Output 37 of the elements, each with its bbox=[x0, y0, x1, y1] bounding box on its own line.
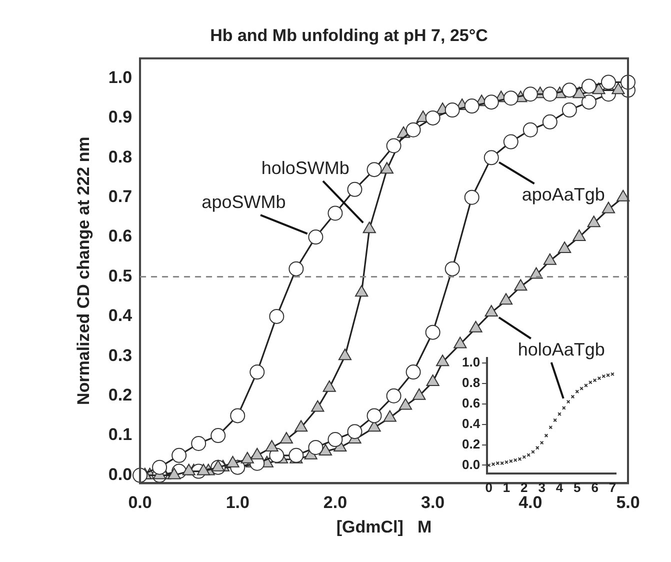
x-tick-label: 2 bbox=[520, 480, 528, 495]
annotation: holoSWMb bbox=[261, 158, 350, 178]
x-tick-label: 2.0 bbox=[323, 493, 348, 512]
x-axis-title: [GdmCl] M bbox=[336, 517, 432, 536]
y-tick-label: 0.7 bbox=[108, 187, 132, 206]
annotation: apoAaTgb bbox=[522, 184, 605, 205]
y-tick-label: 0.4 bbox=[108, 306, 133, 326]
x-tick-label: 5.0 bbox=[616, 493, 640, 512]
y-tick-label: 0.8 bbox=[108, 147, 132, 166]
x-tick-label: 3 bbox=[538, 480, 546, 495]
y-tick-label: 1.0 bbox=[108, 68, 132, 87]
x-tick-label: 4.0 bbox=[518, 493, 542, 512]
x-tick-label: 0.0 bbox=[128, 493, 152, 512]
y-tick-label: 0.6 bbox=[462, 395, 480, 410]
y-tick-label: 0.2 bbox=[462, 436, 480, 452]
annotation: holoAaTgb bbox=[518, 339, 605, 360]
y-tick-label: 0.4 bbox=[462, 416, 481, 431]
y-tick-label: 0.8 bbox=[462, 374, 480, 390]
x-tick-label: 3.0 bbox=[420, 493, 445, 512]
chart-title: Hb and Mb unfolding at pH 7, 25°C bbox=[210, 26, 488, 45]
y-tick-label: 0.2 bbox=[108, 386, 132, 405]
x-tick-label: 7 bbox=[608, 480, 616, 495]
x-tick-label: 4 bbox=[556, 480, 564, 495]
y-axis-title: Normalized CD change at 222 nm bbox=[74, 136, 93, 405]
y-tick-label: 0.3 bbox=[108, 346, 132, 365]
y-tick-label: 0.5 bbox=[108, 266, 132, 286]
x-tick-label: 5 bbox=[574, 480, 581, 495]
x-tick-label: 1.0 bbox=[226, 493, 250, 512]
annotation: apoSWMb bbox=[202, 192, 286, 212]
y-tick-label: 0.6 bbox=[108, 226, 132, 246]
y-tick-label: 1.0 bbox=[462, 354, 480, 370]
y-tick-label: 0.0 bbox=[462, 456, 480, 472]
y-tick-label: 0.1 bbox=[108, 425, 132, 444]
x-tick-label: 1 bbox=[502, 480, 510, 495]
x-tick-label: 0 bbox=[485, 480, 492, 495]
y-tick-label: 0.9 bbox=[108, 108, 132, 127]
x-tick-label: 6 bbox=[591, 480, 598, 495]
